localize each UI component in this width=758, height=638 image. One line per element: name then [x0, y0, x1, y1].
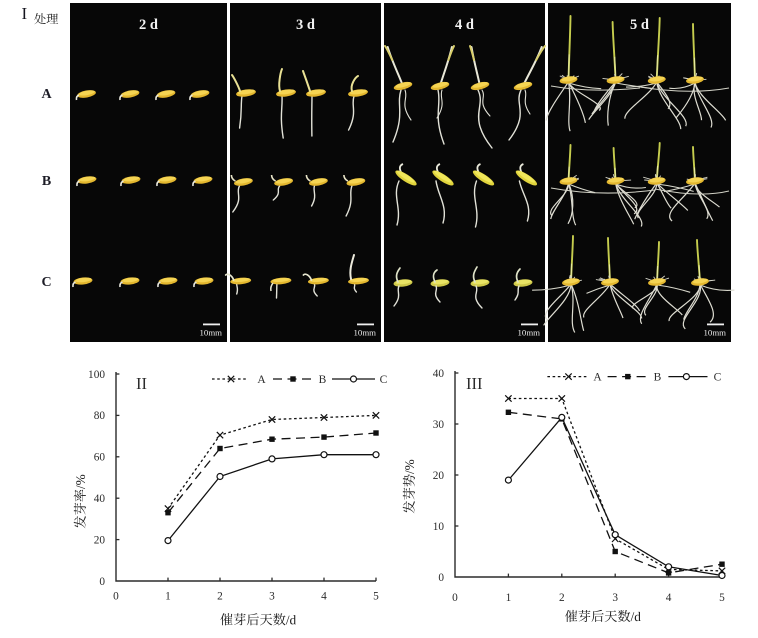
svg-text:I: I: [22, 4, 28, 23]
svg-text:B: B: [42, 174, 51, 189]
svg-text:10mm: 10mm: [354, 327, 377, 337]
svg-text:3: 3: [612, 592, 618, 604]
svg-text:10mm: 10mm: [200, 327, 223, 337]
svg-text:2: 2: [559, 592, 565, 604]
svg-text:II: II: [136, 374, 147, 393]
svg-text:III: III: [466, 374, 482, 393]
svg-text:C: C: [41, 275, 51, 290]
svg-text:0: 0: [99, 576, 105, 588]
svg-text:C: C: [714, 372, 722, 384]
svg-text:4: 4: [666, 592, 672, 604]
svg-text:B: B: [654, 372, 662, 384]
svg-text:0: 0: [452, 592, 458, 604]
svg-text:10mm: 10mm: [704, 327, 727, 337]
svg-text:30: 30: [433, 419, 445, 431]
svg-text:A: A: [593, 372, 602, 384]
svg-text:2 d: 2 d: [139, 17, 158, 33]
svg-text:40: 40: [94, 493, 106, 505]
svg-text:1: 1: [165, 591, 171, 603]
svg-text:20: 20: [433, 470, 445, 482]
svg-text:5: 5: [373, 591, 379, 603]
svg-text:20: 20: [94, 534, 106, 546]
svg-text:4 d: 4 d: [455, 17, 474, 33]
svg-text:3: 3: [269, 591, 275, 603]
svg-text:80: 80: [94, 410, 106, 422]
svg-text:100: 100: [88, 369, 105, 381]
svg-text:10: 10: [433, 521, 445, 533]
svg-text:3 d: 3 d: [296, 17, 315, 33]
svg-text:60: 60: [94, 452, 106, 464]
svg-text:5 d: 5 d: [630, 17, 649, 33]
svg-text:5: 5: [719, 592, 725, 604]
svg-text:0: 0: [113, 591, 119, 603]
svg-text:0: 0: [438, 572, 444, 584]
svg-text:B: B: [319, 374, 327, 386]
svg-text:10mm: 10mm: [518, 327, 541, 337]
svg-text:A: A: [257, 374, 266, 386]
svg-text:40: 40: [433, 368, 445, 380]
svg-text:4: 4: [321, 591, 327, 603]
svg-text:C: C: [380, 374, 388, 386]
svg-text:1: 1: [506, 592, 512, 604]
svg-text:2: 2: [217, 591, 223, 603]
svg-text:A: A: [41, 87, 52, 102]
